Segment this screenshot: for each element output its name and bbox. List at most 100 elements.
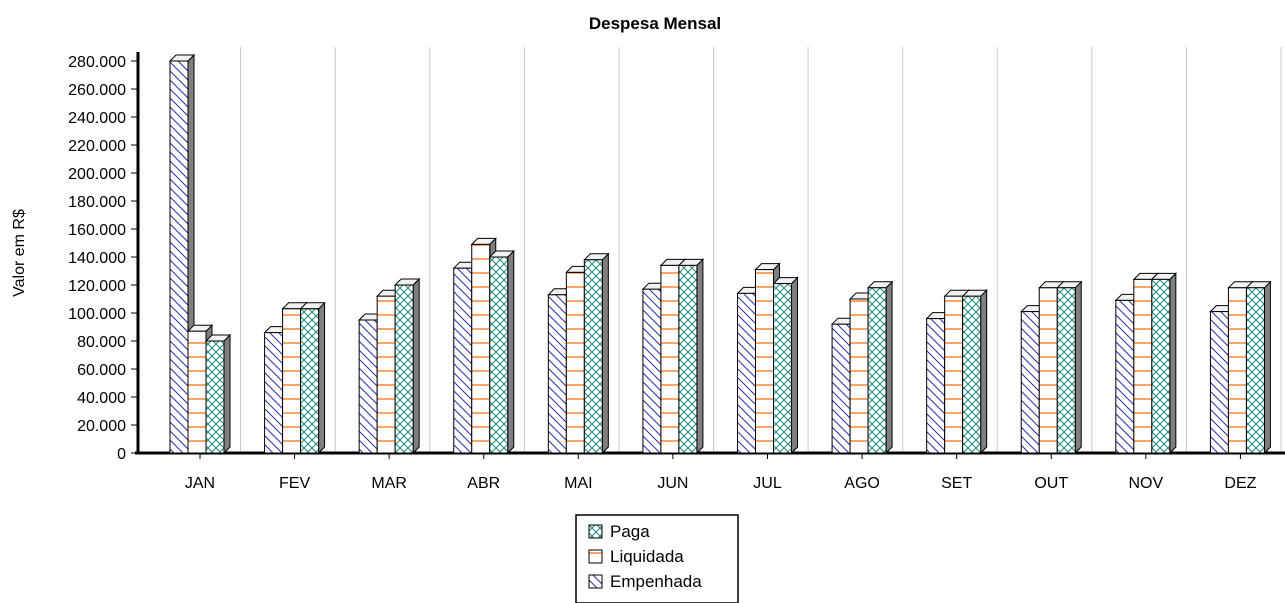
bar-front xyxy=(1056,287,1076,454)
bar xyxy=(961,288,988,455)
y-axis-label: Valor em R$ xyxy=(11,209,28,297)
legend: Paga Liquidada Empenhada xyxy=(575,514,739,603)
x-tick-label: MAR xyxy=(371,475,407,492)
bar-front xyxy=(169,60,189,454)
chart-title: Despesa Mensal xyxy=(589,14,721,33)
bar-front xyxy=(678,264,698,454)
y-tick-label: 60.000 xyxy=(77,362,126,379)
y-tick-label: 160.000 xyxy=(68,222,126,239)
bar-front xyxy=(1020,311,1040,454)
grid-lines xyxy=(240,47,1282,453)
bar-side xyxy=(601,252,609,455)
y-tick-label: 120.000 xyxy=(68,278,126,295)
bar-front xyxy=(583,259,603,454)
bar-front xyxy=(453,267,473,454)
bar xyxy=(1056,280,1083,455)
x-tick-label: SET xyxy=(941,475,972,492)
y-tick-label: 280.000 xyxy=(68,54,126,71)
legend-swatch xyxy=(588,574,603,589)
bar-front xyxy=(547,294,567,454)
y-tick-label: 100.000 xyxy=(68,306,126,323)
bar-side xyxy=(1263,280,1271,455)
bar-side xyxy=(885,280,893,455)
y-tick-label: 180.000 xyxy=(68,194,126,211)
x-tick-label: JUL xyxy=(753,475,782,492)
bar xyxy=(677,258,705,455)
bar-side xyxy=(1074,280,1082,455)
x-tick-label: OUT xyxy=(1034,475,1068,492)
bar-front xyxy=(755,269,774,454)
bar-front xyxy=(394,284,414,454)
bar-side xyxy=(791,276,798,455)
bar-side xyxy=(507,249,515,455)
bar xyxy=(204,333,232,455)
bar-front xyxy=(1209,311,1229,454)
bar xyxy=(1150,272,1178,455)
bar-front xyxy=(660,264,680,454)
bar-front xyxy=(962,295,982,454)
bar-front xyxy=(282,308,302,454)
x-tick-label: FEV xyxy=(279,475,310,492)
bar-front xyxy=(376,295,396,454)
bar-front xyxy=(944,295,964,454)
bar xyxy=(488,249,515,455)
y-tick-label: 140.000 xyxy=(68,250,126,267)
legend-box xyxy=(575,514,739,603)
bar-front xyxy=(264,332,284,454)
x-tick-label: JAN xyxy=(185,475,215,492)
bar-side xyxy=(980,288,988,455)
bar-front xyxy=(867,287,887,454)
y-tick-label: 20.000 xyxy=(77,418,126,435)
axes: 0 20.000 40.000 60.000 80.000 100.000 120.000 1… xyxy=(68,52,1285,492)
y-tick-label: 220.000 xyxy=(68,138,126,155)
legend-swatch xyxy=(588,549,603,564)
bar-front xyxy=(1038,287,1058,454)
x-tick-label: ABR xyxy=(467,475,500,492)
y-tick-label: 80.000 xyxy=(77,334,126,351)
x-tick-label: JUN xyxy=(657,475,688,492)
bar-front xyxy=(849,298,869,454)
bar-front xyxy=(926,318,946,454)
bar xyxy=(866,280,894,455)
y-tick-label: 0 xyxy=(117,446,126,463)
bar-front xyxy=(1115,299,1135,454)
bar-side xyxy=(318,301,326,455)
bar-front xyxy=(300,308,320,454)
bar-side xyxy=(223,333,231,455)
legend-label: Empenhada xyxy=(610,572,702,591)
y-tick-label: 40.000 xyxy=(77,390,126,407)
bar-side xyxy=(696,258,704,455)
x-tick-label: NOV xyxy=(1128,475,1163,492)
bar-front xyxy=(187,330,207,454)
bar-side xyxy=(412,277,420,455)
bar-front xyxy=(1151,278,1171,454)
x-tick-label: AGO xyxy=(844,475,880,492)
bar-front xyxy=(489,256,509,454)
bar-front xyxy=(831,323,851,454)
x-tick-label: MAI xyxy=(564,475,592,492)
bar-front xyxy=(205,340,225,454)
legend-swatch xyxy=(588,524,603,539)
bar xyxy=(583,252,610,455)
bar-front xyxy=(773,283,792,454)
bar-front xyxy=(565,271,585,454)
y-tick-label: 200.000 xyxy=(68,166,126,183)
x-tick-label: DEZ xyxy=(1224,475,1256,492)
bar-front xyxy=(1227,287,1247,454)
y-tick-label: 260.000 xyxy=(68,82,126,99)
bar xyxy=(772,276,799,455)
y-tick-label: 240.000 xyxy=(68,110,126,127)
legend-label: Liquidada xyxy=(610,547,684,566)
bar-side xyxy=(1169,272,1177,455)
bar-front xyxy=(358,319,378,454)
bar-front xyxy=(471,243,491,454)
bar xyxy=(393,277,421,455)
bars xyxy=(168,53,1272,455)
bar xyxy=(1245,280,1272,455)
bar-front xyxy=(1133,278,1153,454)
bar xyxy=(299,301,326,455)
bar-front xyxy=(737,292,756,454)
bar-front xyxy=(1245,287,1265,454)
legend-label: Paga xyxy=(610,522,650,541)
